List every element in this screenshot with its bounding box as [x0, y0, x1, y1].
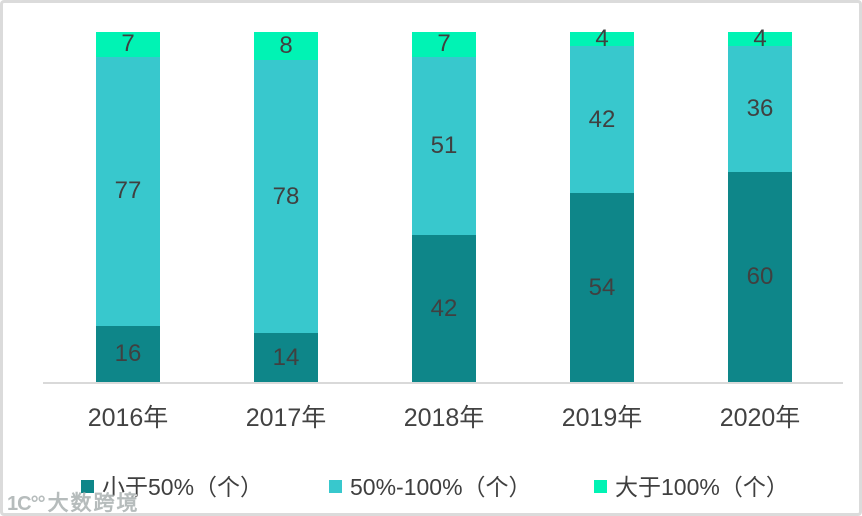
legend-label: 50%-100%（个）: [350, 474, 532, 500]
stacked-bar-2016年: 7 77 16: [96, 32, 160, 382]
x-axis-label: 2016年: [87, 404, 169, 432]
bar-segment: 4: [570, 27, 634, 51]
value-label: 36: [746, 95, 774, 122]
bar-segment: 77: [96, 56, 160, 326]
x-axis-line: [43, 382, 843, 384]
value-label: 4: [753, 25, 767, 52]
bar-segment: 14: [254, 333, 318, 382]
bar-slot: 7 51 42: [365, 32, 523, 382]
bar-segment: 4: [728, 27, 792, 51]
value-label: 42: [430, 294, 458, 322]
x-axis-label: 2018年: [403, 404, 485, 432]
bar-segment: 42: [570, 46, 634, 193]
bar-slot: 8 78 14: [207, 32, 365, 382]
bar-segment: 78: [254, 60, 318, 333]
x-axis-labels: 2016年 2017年 2018年 2019年 2020年: [49, 398, 839, 434]
legend-label: 大于100%（个）: [615, 474, 789, 500]
stacked-bar-2020年: 4 36 60: [728, 27, 792, 382]
bar-slot: 4 42 54: [523, 27, 681, 382]
bar-segment: 60: [728, 172, 792, 382]
value-label: 14: [272, 343, 300, 371]
bar-segment: 42: [412, 235, 476, 382]
watermark-logo-icon: 1C°°: [7, 493, 46, 515]
legend: 小于50%（个） 50%-100%（个） 大于100%（个）: [3, 468, 859, 500]
value-label: 4: [595, 25, 609, 52]
value-label: 8: [279, 32, 293, 59]
stacked-bar-2019年: 4 42 54: [570, 27, 634, 382]
value-label: 54: [588, 273, 616, 301]
value-label: 60: [746, 263, 774, 290]
watermark-text: 大数跨境: [47, 492, 140, 515]
stacked-bar-2017年: 8 78 14: [254, 32, 318, 382]
value-label: 77: [114, 177, 142, 205]
x-axis-label: 2017年: [245, 404, 327, 432]
bar-segment: 7: [96, 32, 160, 57]
legend-label: 小于50%（个）: [102, 474, 264, 500]
value-label: 42: [588, 105, 616, 133]
plot-area: 7 77 16 8 78 14 7 51 42 4 42 54 4 36 60: [49, 27, 839, 382]
value-label: 16: [114, 340, 142, 367]
x-axis-label: 2020年: [719, 404, 801, 432]
stacked-bar-2018年: 7 51 42: [412, 32, 476, 382]
bar-segment: 51: [412, 56, 476, 235]
x-axis-label: 2019年: [561, 404, 643, 432]
legend-item-2: 50%-100%（个）: [329, 468, 532, 502]
legend-swatch-icon: [329, 480, 342, 493]
bar-slot: 4 36 60: [681, 27, 839, 382]
bar-segment: 16: [96, 326, 160, 382]
bar-segment: 8: [254, 32, 318, 60]
value-label: 7: [437, 30, 451, 58]
bar-slot: 7 77 16: [49, 32, 207, 382]
legend-swatch-icon: [594, 480, 607, 493]
legend-item-1: 小于50%（个）: [81, 468, 263, 502]
bar-segment: 54: [570, 193, 634, 382]
value-label: 51: [430, 131, 458, 159]
value-label: 7: [121, 30, 135, 58]
value-label: 78: [272, 182, 300, 210]
legend-item-3: 大于100%（个）: [594, 468, 789, 502]
bar-segment: 7: [412, 32, 476, 57]
watermark: 1C°° 大数跨境: [7, 487, 140, 515]
legend-swatch-icon: [81, 480, 94, 493]
bar-segment: 36: [728, 46, 792, 172]
